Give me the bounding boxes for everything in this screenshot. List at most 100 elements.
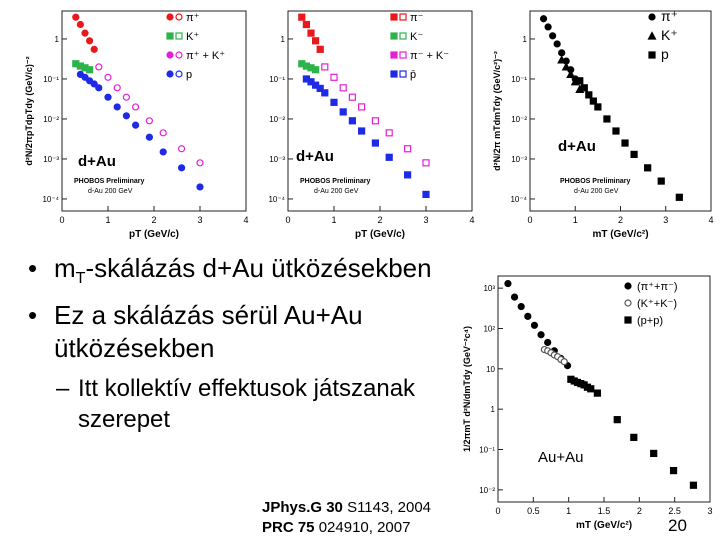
plot-dau-mt: 0 1 2 3 4 1 10⁻¹ 10⁻² 10⁻³ 10⁻⁴ mT (GeV/c²) d²N/2π … [490, 3, 715, 243]
data-point [357, 127, 366, 135]
legend-entry: K⁺ [166, 31, 199, 43]
legend-entry: (K⁺+K⁻) [624, 298, 677, 310]
sub-bullet-text: Itt kollektív effektusok játszanak szere… [78, 375, 416, 434]
system-label: Au+Au [538, 449, 583, 466]
x-tick-label: 1.5 [598, 506, 611, 516]
data-point [122, 112, 131, 120]
legend-entry: π⁺ [166, 12, 200, 24]
data-point [589, 97, 597, 105]
data-point [510, 293, 519, 301]
plot-dau-positive: 0 1 2 3 4 1 10⁻¹ 10⁻² 10⁻³ 10⁻⁴ pT (GeV/c) d²N/2πpT… [22, 3, 250, 243]
data-point [131, 103, 140, 111]
x-axis-label: mT (GeV/c²) [576, 520, 632, 531]
data-point [145, 117, 154, 125]
x-axis-label: pT (GeV/c) [355, 229, 405, 240]
data-point [85, 66, 94, 74]
x-tick-label: 4 [243, 215, 248, 225]
x-tick-label: 1 [573, 215, 578, 225]
bullet-1-rest: -skálázás d+Au ütközésekben [85, 253, 432, 283]
series-3 [302, 75, 430, 199]
data-point [560, 358, 568, 366]
y-tick-label: 1 [55, 35, 60, 44]
energy-label: d-Au 200 GeV [314, 188, 359, 195]
data-point [90, 80, 98, 88]
x-axis-label: mT (GeV/c²) [592, 229, 648, 240]
legend-marker [390, 13, 398, 21]
y-tick-label: 10⁻¹ [43, 75, 59, 84]
legend-marker [399, 51, 407, 59]
legend-marker [175, 70, 183, 78]
data-point [357, 103, 366, 111]
x-tick-label: 2 [377, 215, 382, 225]
series-1 [72, 60, 94, 74]
legend-marker [399, 32, 407, 40]
data-point [385, 153, 393, 161]
data-point [404, 171, 412, 179]
data-point [104, 93, 112, 101]
series-2 [95, 63, 204, 167]
legend-marker [390, 32, 398, 40]
series-1 [298, 60, 320, 74]
data-point [517, 302, 525, 311]
data-point [657, 177, 665, 185]
data-point [316, 45, 324, 53]
y-tick-label: 10⁻³ [511, 155, 527, 164]
y-tick-label: 10⁻² [269, 115, 285, 124]
data-point [90, 45, 98, 53]
y-tick-label: 10⁻³ [269, 155, 285, 164]
plot-frame [61, 10, 247, 212]
x-tick-label: 0.5 [527, 506, 540, 516]
data-point [330, 73, 338, 81]
bullet-2: • Ez a skálázás sérül Au+Au ütközésekben [28, 299, 458, 365]
series-0 [298, 13, 324, 53]
data-point [196, 183, 204, 191]
bullet-dot: • [28, 300, 38, 331]
legend-marker [175, 13, 183, 21]
x-tick-label: 1 [105, 215, 110, 225]
data-point [159, 129, 167, 137]
ref2-journal: PRC [262, 519, 294, 536]
y-tick-label: 10⁻¹ [269, 75, 285, 84]
ref1-vol: 30 [326, 499, 343, 516]
data-point [348, 93, 357, 101]
plot-auau-mt-svg: 0 0.5 1 1.5 2 2.5 3 10³ 10² 10 1 10⁻¹ 10⁻² mT (GeV/c²… [462, 275, 713, 531]
data-point [76, 20, 85, 29]
data-point [524, 312, 532, 320]
data-point [178, 145, 186, 153]
bullet-2-text: Ez a skálázás sérül Au+Au ütközésekben [54, 300, 363, 364]
x-tick-label: 1 [331, 215, 336, 225]
data-point [558, 49, 566, 57]
bullet-1-sub: T [75, 270, 86, 288]
system-label: d+Au [296, 148, 334, 165]
data-point [122, 93, 131, 101]
y-tick-label: 10⁻⁴ [42, 195, 59, 204]
series-2 [576, 77, 683, 201]
y-tick-label: 1 [491, 405, 496, 414]
data-point [422, 190, 430, 199]
y-tick-label: 10⁻⁴ [510, 195, 527, 204]
ref2-pages: 024910, 2007 [318, 519, 411, 536]
legend-label: π⁻ [410, 12, 424, 24]
y-tick-label: 10⁻¹ [511, 75, 527, 84]
legend-marker [166, 51, 174, 59]
data-point [504, 279, 512, 288]
data-point [557, 55, 567, 64]
data-point [593, 389, 601, 397]
legend-label: K⁻ [410, 31, 423, 43]
data-point [298, 13, 306, 21]
y-tick-label: 10² [483, 324, 495, 333]
data-point [385, 129, 393, 137]
data-point [339, 84, 347, 92]
y-tick-label: 10⁻¹ [479, 446, 495, 455]
data-point [113, 84, 121, 92]
data-point [630, 433, 638, 441]
plot-dau-negative: 0 1 2 3 4 1 10⁻¹ 10⁻² 10⁻³ 10⁻⁴ pT (GeV/c) d+Au PHOB… [254, 3, 476, 243]
data-point [544, 23, 552, 31]
x-tick-label: 0 [495, 506, 500, 516]
system-label: d+Au [78, 153, 116, 170]
reference-1: JPhys.G 30 S1143, 2004 [262, 498, 431, 518]
legend-label: K⁺ [661, 27, 678, 43]
legend-entry: (π⁺+π⁻) [624, 281, 678, 293]
legend-label: K⁺ [186, 31, 199, 43]
y-tick-label: 10⁻² [43, 115, 59, 124]
